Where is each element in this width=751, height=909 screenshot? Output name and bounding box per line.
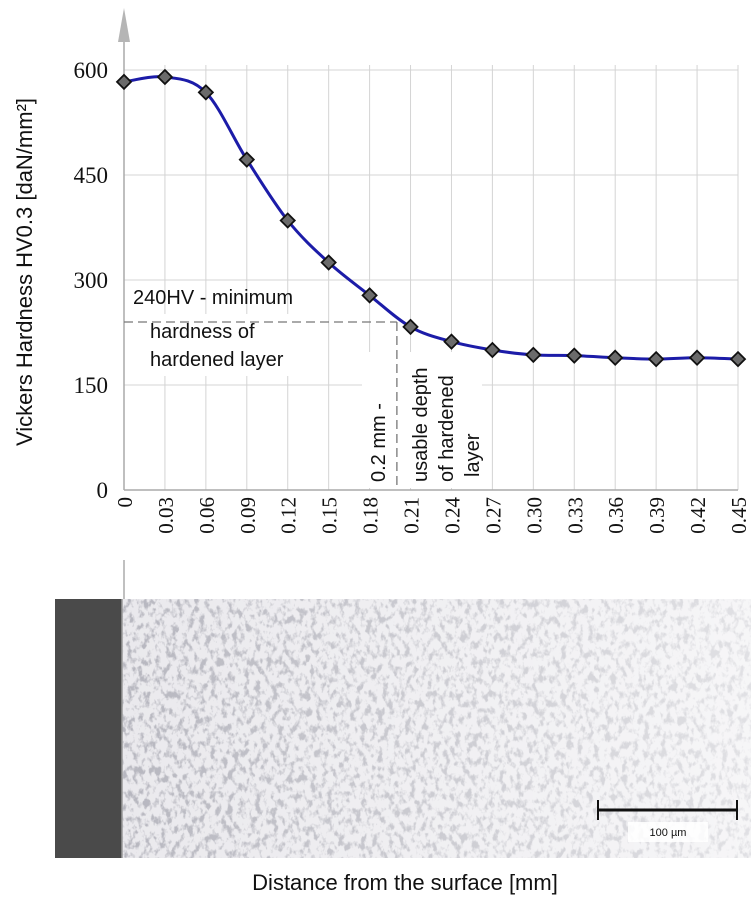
data-marker bbox=[320, 254, 337, 271]
x-tick-label: 0.24 bbox=[440, 497, 464, 534]
x-tick-label: 0.42 bbox=[686, 497, 710, 534]
x-tick-label: 0.18 bbox=[359, 497, 383, 534]
data-marker bbox=[606, 349, 624, 366]
data-marker bbox=[688, 349, 706, 366]
y-tick-label: 150 bbox=[74, 373, 109, 398]
x-tick-label: 0.21 bbox=[400, 497, 424, 534]
x-tick-label: 0.27 bbox=[481, 497, 505, 534]
y-tick-label: 600 bbox=[74, 58, 109, 83]
data-marker bbox=[197, 84, 215, 101]
x-tick-label: 0.45 bbox=[727, 497, 751, 534]
data-marker bbox=[238, 151, 256, 168]
x-tick-label: 0.09 bbox=[236, 497, 260, 534]
annotation: hardened layer bbox=[150, 349, 284, 371]
x-tick-label: 0 bbox=[113, 497, 137, 508]
x-tick-label: 0.36 bbox=[604, 497, 628, 534]
annotation: of hardened bbox=[436, 375, 458, 482]
annotation-bg bbox=[140, 314, 310, 376]
data-marker bbox=[565, 347, 583, 364]
x-tick-label: 0.30 bbox=[522, 497, 546, 534]
data-marker bbox=[729, 350, 747, 368]
data-marker bbox=[115, 73, 133, 91]
y-tick-label: 0 bbox=[97, 478, 109, 503]
micrograph: 100 µm bbox=[55, 599, 751, 858]
data-line bbox=[123, 75, 739, 361]
data-marker bbox=[361, 287, 378, 304]
data-marker bbox=[156, 68, 174, 86]
x-axis-title: Distance from the surface [mm] bbox=[252, 870, 558, 895]
scale-label: 100 µm bbox=[650, 827, 687, 839]
y-tick-label: 450 bbox=[74, 163, 109, 188]
y-tick-label: 300 bbox=[74, 268, 109, 293]
x-tick-label: 0.33 bbox=[563, 497, 587, 534]
annotation: 0.2 mm - bbox=[368, 403, 390, 482]
data-marker bbox=[279, 212, 297, 229]
data-marker bbox=[402, 318, 419, 336]
x-tick-label: 0.12 bbox=[277, 497, 301, 534]
x-tick-label: 0.15 bbox=[318, 497, 342, 534]
data-marker bbox=[525, 346, 542, 364]
annotation: layer bbox=[462, 433, 484, 477]
x-tick-label: 0.39 bbox=[645, 497, 669, 534]
annotation: usable depth bbox=[410, 367, 432, 482]
annotation: 240HV - minimum bbox=[133, 287, 293, 309]
data-marker bbox=[443, 333, 460, 350]
x-tick-label: 0.03 bbox=[154, 497, 178, 534]
annotation-bg bbox=[362, 352, 482, 488]
annotation: hardness of bbox=[150, 321, 255, 343]
y-axis-title: Vickers Hardness HV0.3 [daN/mm²] bbox=[12, 98, 37, 446]
data-marker bbox=[484, 341, 501, 359]
x-tick-label: 0.06 bbox=[195, 497, 219, 534]
data-marker bbox=[647, 350, 665, 368]
y-axis-arrow bbox=[118, 8, 130, 42]
